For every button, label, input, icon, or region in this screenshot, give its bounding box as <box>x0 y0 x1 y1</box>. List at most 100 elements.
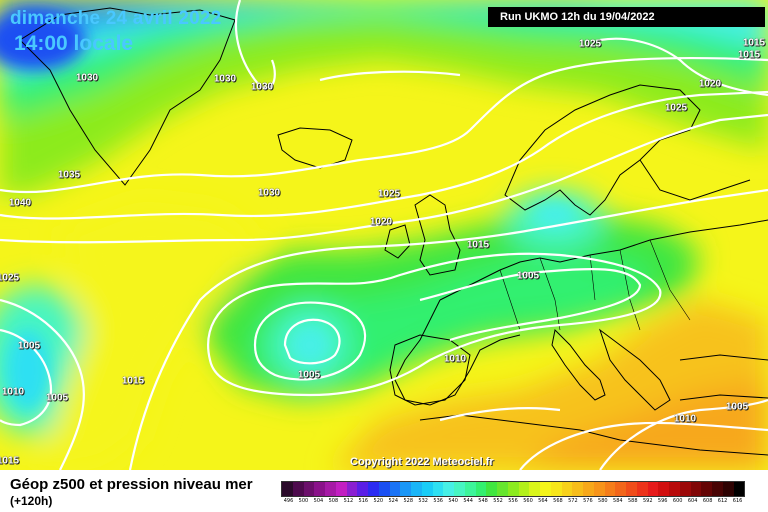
legend-value: 612 <box>717 498 728 504</box>
isobar-label: 1010 <box>673 413 697 425</box>
legend-value: 500 <box>298 498 309 504</box>
legend-value: 576 <box>583 498 593 504</box>
isobar-label: 1020 <box>698 78 722 90</box>
legend-color-cell <box>443 482 454 496</box>
legend-color-cell <box>389 482 401 496</box>
legend-color-cell <box>733 482 745 496</box>
isobar-label: 1025 <box>578 38 602 50</box>
legend-color-cell <box>669 482 680 496</box>
footer: Géop z500 et pression niveau mer (+120h)… <box>0 470 768 512</box>
legend-color-cell <box>679 482 691 496</box>
legend-color-cell <box>303 482 315 496</box>
isobar-label: 1020 <box>369 216 393 228</box>
legend-value: 504 <box>313 498 324 504</box>
run-info: Run UKMO 12h du 19/04/2022 <box>488 7 765 27</box>
legend-color-cell <box>357 482 368 496</box>
legend-value: 524 <box>388 498 399 504</box>
legend-color-cell <box>572 482 583 496</box>
legend-value: 516 <box>358 498 369 504</box>
forecast-time: 14:00 locale <box>14 32 134 55</box>
legend-value: 568 <box>553 498 563 504</box>
legend-value: 588 <box>627 498 638 504</box>
legend-color-cell <box>486 482 497 496</box>
isobar-label: 1005 <box>725 401 749 413</box>
isobar-label: 1030 <box>250 81 274 93</box>
legend-color-cell <box>378 482 390 496</box>
legend-value: 512 <box>343 498 354 504</box>
legend-color-cell <box>626 482 637 496</box>
legend-color-cell <box>314 482 325 496</box>
legend-color-cell <box>701 482 712 496</box>
legend-value: 580 <box>598 498 608 504</box>
forecast-map: dimanche 24 avril 2022 14:00 locale Run … <box>0 0 768 470</box>
isobar-label: 1025 <box>0 272 20 284</box>
legend-value: 556 <box>508 498 518 504</box>
isobar-label: 1015 <box>121 375 145 387</box>
forecast-date: dimanche 24 avril 2022 <box>10 8 222 29</box>
isobar-label: 1010 <box>443 353 467 365</box>
legend-value: 532 <box>418 498 428 504</box>
isobar-label: 1035 <box>57 169 81 181</box>
isobar-label: 1015 <box>0 455 20 467</box>
legend-color-cell <box>615 482 626 496</box>
isobar-label: 1030 <box>213 73 237 85</box>
isobar-label: 1025 <box>664 102 688 114</box>
isobar-label: 1005 <box>45 392 69 404</box>
legend-value: 560 <box>523 498 533 504</box>
isobar-label: 1005 <box>17 340 41 352</box>
legend-color-cell <box>690 482 702 496</box>
legend-color-cell <box>368 482 379 496</box>
isobar-label: 1030 <box>257 187 281 199</box>
legend-value: 616 <box>732 498 743 504</box>
legend-color-cell <box>475 482 487 496</box>
color-legend: 496 500 504 508 512 516 520 524 528 532 536 540 544 5… <box>281 481 745 507</box>
chart-title: Géop z500 et pression niveau mer <box>10 476 253 493</box>
legend-value: 536 <box>433 498 443 504</box>
legend-color-cell <box>550 482 562 496</box>
legend-color-cell <box>518 482 530 496</box>
legend-color-cell <box>464 482 476 496</box>
geopotential-field <box>0 0 768 470</box>
legend-value: 552 <box>493 498 503 504</box>
legend-color-cell <box>540 482 551 496</box>
legend-color-cell <box>722 482 734 496</box>
legend-color-cell <box>529 482 540 496</box>
legend-value: 496 <box>283 498 294 504</box>
legend-color-cell <box>583 482 594 496</box>
legend-value: 544 <box>463 498 473 504</box>
legend-color-cell <box>712 482 723 496</box>
legend-value: 548 <box>478 498 488 504</box>
legend-value: 596 <box>657 498 668 504</box>
isobar-label: 1005 <box>516 270 540 282</box>
legend-value: 508 <box>328 498 339 504</box>
isobar-label: 1040 <box>8 197 32 209</box>
legend-value: 564 <box>538 498 548 504</box>
legend-color-cell <box>346 482 358 496</box>
legend-value: 608 <box>702 498 713 504</box>
legend-color-scale <box>281 481 745 497</box>
legend-color-cell <box>335 482 347 496</box>
legend-value-labels: 496 500 504 508 512 516 520 524 528 532 536 540 544 5… <box>281 497 745 506</box>
legend-color-cell <box>325 482 336 496</box>
legend-color-cell <box>561 482 573 496</box>
legend-value: 520 <box>373 498 384 504</box>
legend-color-cell <box>292 482 304 496</box>
copyright-notice: Copyright 2022 Meteociel.fr <box>350 456 494 468</box>
isobar-label: 1015 <box>737 49 761 61</box>
legend-color-cell <box>636 482 648 496</box>
legend-value: 572 <box>568 498 578 504</box>
forecast-range: (+120h) <box>10 494 53 508</box>
legend-value: 540 <box>448 498 458 504</box>
legend-color-cell <box>604 482 616 496</box>
legend-value: 600 <box>672 498 683 504</box>
legend-color-cell <box>658 482 669 496</box>
legend-color-cell <box>400 482 411 496</box>
legend-color-cell <box>593 482 605 496</box>
isobar-label: 1015 <box>742 37 766 49</box>
isobar-label: 1015 <box>466 239 490 251</box>
legend-color-cell <box>411 482 422 496</box>
legend-color-cell <box>432 482 444 496</box>
legend-value: 604 <box>687 498 698 504</box>
isobars <box>0 0 768 470</box>
legend-value: 584 <box>613 498 623 504</box>
